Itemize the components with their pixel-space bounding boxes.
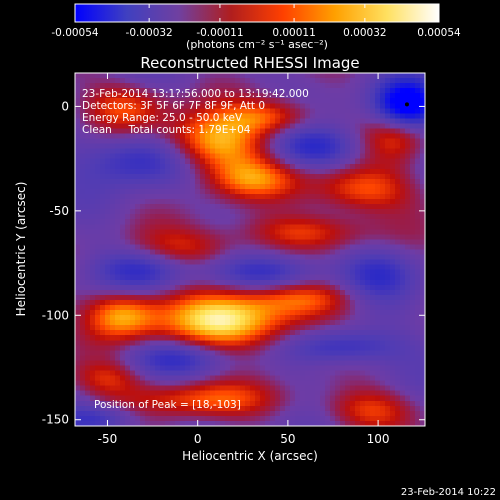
- heatmap-image: [75, 73, 425, 426]
- x-tick-label: 50: [280, 432, 295, 446]
- colorbar-tick-label: 0.00011: [272, 27, 315, 39]
- annotation-detectors: Detectors: 3F 5F 6F 7F 8F 9F, Att 0: [82, 100, 265, 112]
- colorbar-ticks: -0.00054 -0.00032 -0.00011 0.00011 0.00032 0.…: [51, 3, 461, 39]
- colorbar-tick-label: -0.00032: [126, 27, 173, 39]
- x-tick-label: -50: [98, 432, 118, 446]
- annotation-clean-counts: Clean Total counts: 1.79E+04: [82, 124, 251, 136]
- colorbar-tick-label: -0.00011: [196, 27, 243, 39]
- annotation-energy-range: Energy Range: 25.0 - 50.0 keV: [82, 112, 243, 124]
- colorbar-unit-label: (photons cm⁻² s⁻¹ asec⁻²): [186, 38, 328, 51]
- chart-title: Reconstructed RHESSI Image: [140, 54, 359, 72]
- y-tick-label: -150: [42, 413, 69, 427]
- colorbar-tick-label: 0.00032: [343, 27, 386, 39]
- y-tick-label: -50: [49, 204, 69, 218]
- x-tick-label: 100: [367, 432, 390, 446]
- x-axis-ticks: -50 0 50 100: [98, 73, 390, 446]
- y-axis-ticks: 0 -50 -100 -150: [42, 99, 425, 427]
- x-tick-label: 0: [194, 432, 202, 446]
- colorbar: [75, 4, 439, 22]
- y-tick-label: -100: [42, 308, 69, 322]
- annotation-time-range: 23-Feb-2014 13:1?:56.000 to 13:19:42.000: [82, 88, 309, 100]
- peak-position-label: Position of Peak = [18,-103]: [94, 399, 241, 411]
- marker-dot: [404, 102, 409, 107]
- colorbar-tick-label: 0.00054: [417, 27, 461, 39]
- y-axis-label: Heliocentric Y (arcsec): [14, 182, 28, 317]
- footer-date: 23-Feb-2014 10:22: [401, 487, 496, 498]
- x-axis-label: Heliocentric X (arcsec): [182, 449, 318, 463]
- colorbar-frame: [74, 3, 440, 23]
- colorbar-tick-label: -0.00054: [51, 27, 99, 39]
- plot-frame: [74, 72, 426, 427]
- y-tick-label: 0: [61, 99, 69, 113]
